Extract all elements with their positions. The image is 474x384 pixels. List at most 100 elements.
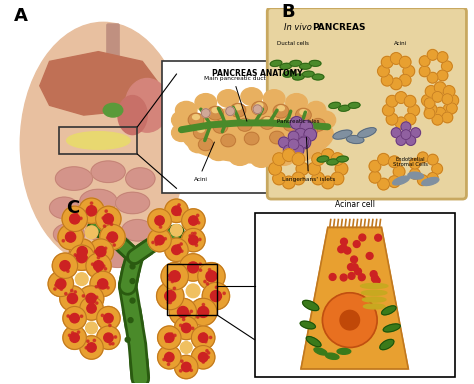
Circle shape xyxy=(171,280,173,283)
Circle shape xyxy=(395,92,407,103)
Ellipse shape xyxy=(80,189,117,213)
Circle shape xyxy=(86,253,111,278)
Circle shape xyxy=(359,234,366,241)
Ellipse shape xyxy=(306,336,321,347)
Ellipse shape xyxy=(337,156,348,162)
Circle shape xyxy=(182,209,205,232)
Circle shape xyxy=(60,286,85,311)
Circle shape xyxy=(159,238,162,240)
Circle shape xyxy=(396,136,406,146)
Ellipse shape xyxy=(208,106,223,120)
Polygon shape xyxy=(40,51,157,115)
Ellipse shape xyxy=(273,149,295,166)
Text: A: A xyxy=(13,7,27,25)
Ellipse shape xyxy=(392,176,410,185)
Circle shape xyxy=(97,270,99,272)
Ellipse shape xyxy=(292,74,304,80)
Circle shape xyxy=(168,275,170,277)
Circle shape xyxy=(105,210,108,212)
Circle shape xyxy=(180,324,182,326)
Circle shape xyxy=(67,293,78,303)
Circle shape xyxy=(81,315,83,318)
Circle shape xyxy=(373,277,380,284)
Circle shape xyxy=(97,257,100,259)
Circle shape xyxy=(378,65,389,77)
Ellipse shape xyxy=(212,108,219,113)
Ellipse shape xyxy=(362,290,387,295)
Circle shape xyxy=(76,319,78,321)
Circle shape xyxy=(370,271,377,278)
Circle shape xyxy=(215,286,218,288)
Circle shape xyxy=(98,279,108,289)
Circle shape xyxy=(164,353,174,362)
Ellipse shape xyxy=(306,136,326,153)
Ellipse shape xyxy=(300,63,311,69)
Circle shape xyxy=(101,247,103,249)
Ellipse shape xyxy=(103,103,123,117)
Circle shape xyxy=(172,245,181,255)
Circle shape xyxy=(63,306,86,330)
Ellipse shape xyxy=(327,159,338,165)
Circle shape xyxy=(296,162,309,175)
Circle shape xyxy=(62,240,64,242)
Ellipse shape xyxy=(348,103,360,108)
Circle shape xyxy=(355,268,362,275)
Circle shape xyxy=(369,161,381,172)
Circle shape xyxy=(283,149,295,161)
Circle shape xyxy=(87,304,96,313)
Ellipse shape xyxy=(122,220,153,241)
Circle shape xyxy=(113,244,116,246)
Circle shape xyxy=(189,235,191,237)
Circle shape xyxy=(298,136,311,149)
Circle shape xyxy=(164,333,174,343)
Circle shape xyxy=(160,217,162,219)
Circle shape xyxy=(404,113,416,125)
Circle shape xyxy=(70,214,80,224)
Circle shape xyxy=(103,214,113,224)
Circle shape xyxy=(351,264,358,271)
Circle shape xyxy=(418,175,428,185)
Circle shape xyxy=(348,273,355,280)
Circle shape xyxy=(292,172,305,185)
Ellipse shape xyxy=(361,283,388,288)
Circle shape xyxy=(190,263,192,266)
Circle shape xyxy=(72,236,74,238)
Ellipse shape xyxy=(55,167,92,190)
Circle shape xyxy=(130,264,135,269)
Circle shape xyxy=(279,137,289,148)
Circle shape xyxy=(157,346,181,369)
Circle shape xyxy=(63,326,86,349)
Circle shape xyxy=(432,114,443,125)
Circle shape xyxy=(48,271,73,296)
Circle shape xyxy=(102,217,104,219)
Circle shape xyxy=(172,206,181,215)
Ellipse shape xyxy=(172,124,191,141)
Circle shape xyxy=(308,162,320,175)
Circle shape xyxy=(93,339,96,342)
Circle shape xyxy=(95,296,98,298)
Ellipse shape xyxy=(264,90,285,107)
Ellipse shape xyxy=(326,353,339,359)
Circle shape xyxy=(104,268,107,270)
Circle shape xyxy=(78,286,104,311)
Circle shape xyxy=(321,149,334,161)
Circle shape xyxy=(97,250,100,252)
Circle shape xyxy=(82,295,84,297)
Circle shape xyxy=(177,206,179,209)
Circle shape xyxy=(182,362,191,372)
Circle shape xyxy=(112,240,114,243)
Circle shape xyxy=(344,247,351,254)
Ellipse shape xyxy=(50,197,79,218)
Circle shape xyxy=(177,306,188,318)
Circle shape xyxy=(70,313,79,323)
Circle shape xyxy=(159,226,162,228)
Circle shape xyxy=(97,326,120,349)
Circle shape xyxy=(90,271,115,296)
Ellipse shape xyxy=(116,192,150,214)
Ellipse shape xyxy=(188,113,204,127)
Circle shape xyxy=(383,104,394,116)
Ellipse shape xyxy=(235,105,241,110)
Circle shape xyxy=(195,244,198,247)
Circle shape xyxy=(107,286,109,289)
Circle shape xyxy=(353,241,360,247)
